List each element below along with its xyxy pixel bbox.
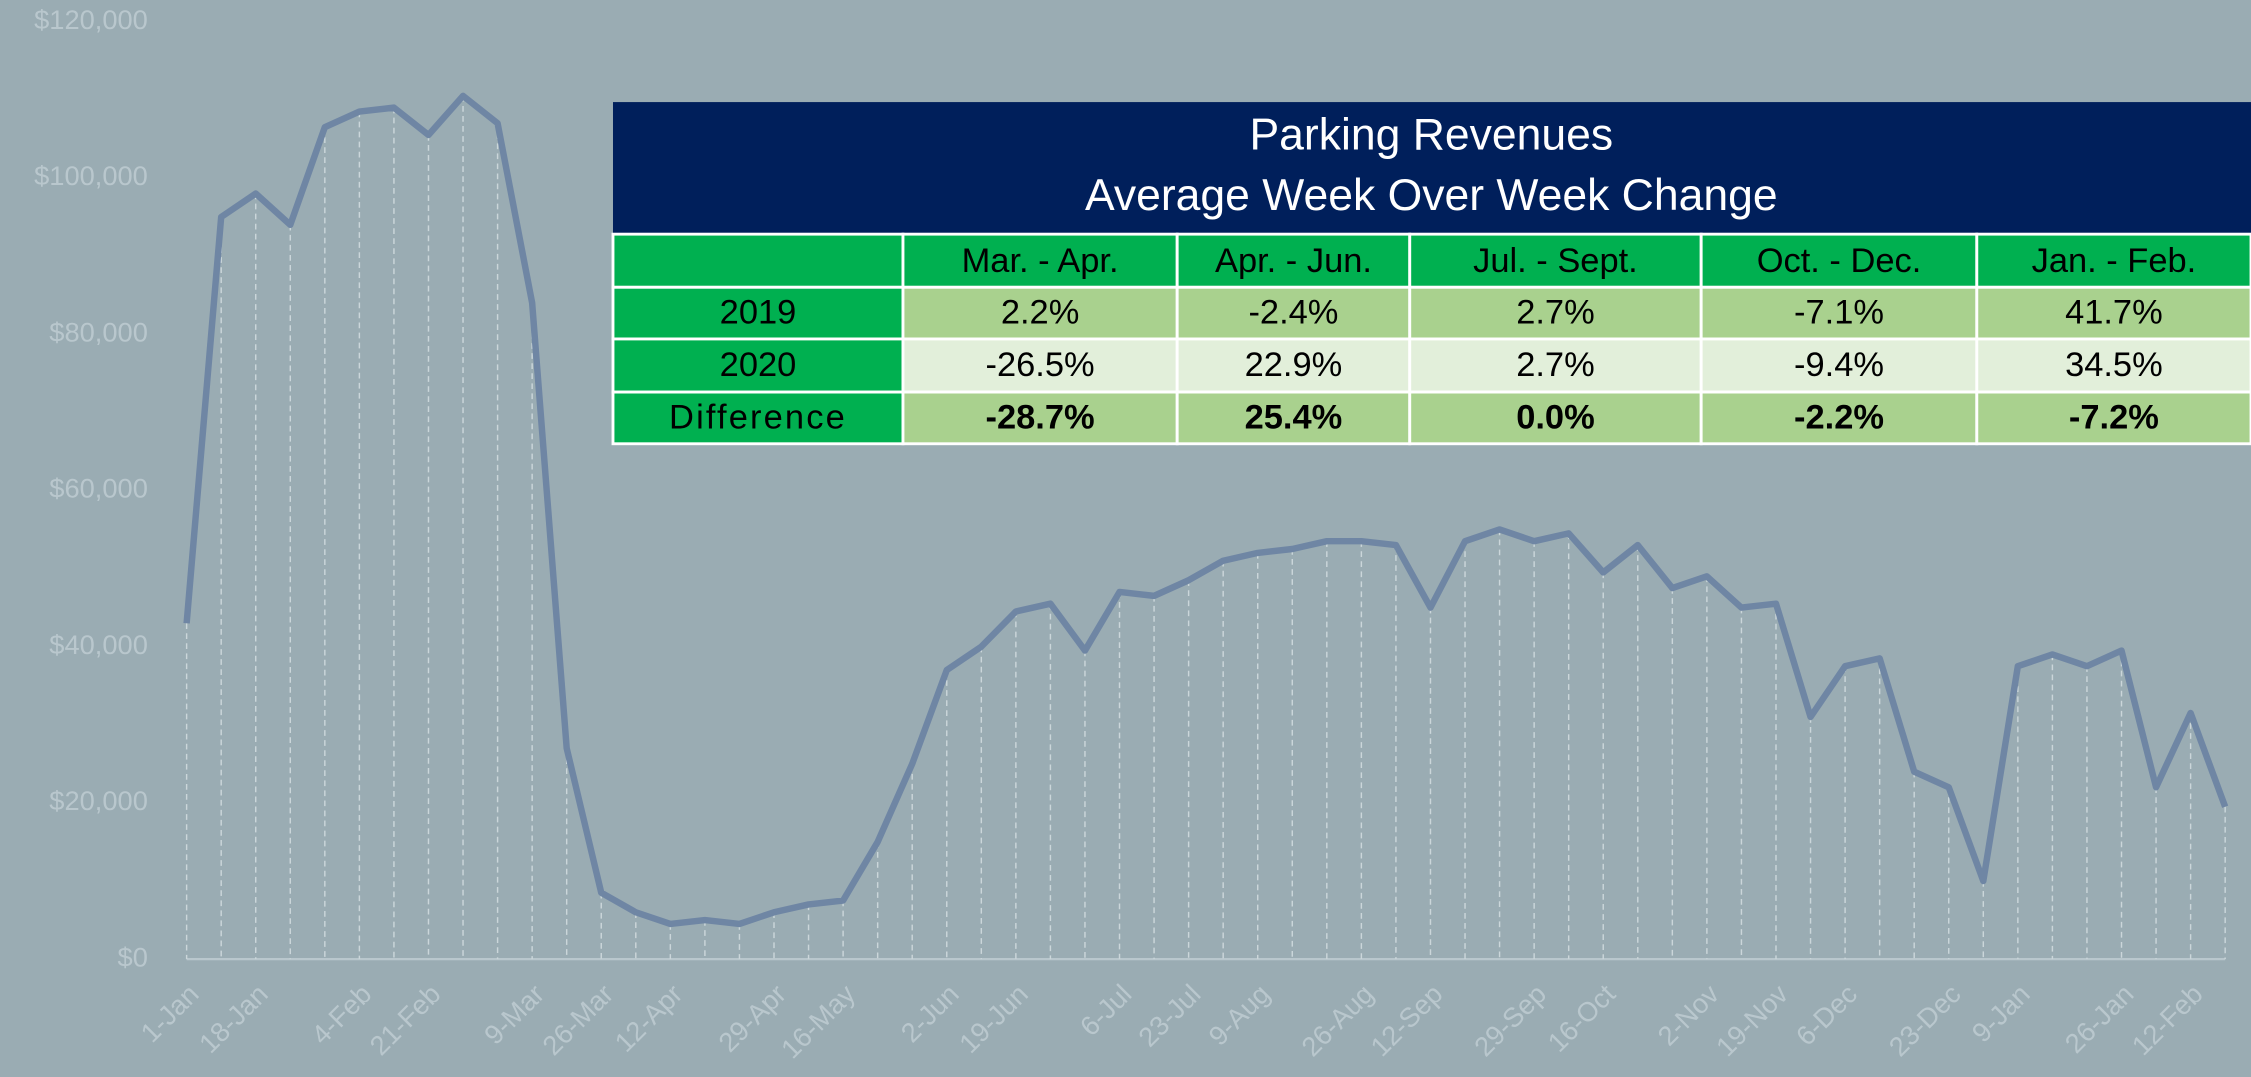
column-header: Jul. - Sept. (1473, 242, 1638, 280)
table-cell (1699, 337, 1979, 394)
table-cell (901, 232, 1179, 289)
row-header: 2019 (720, 294, 797, 332)
y-tick-label: $120,000 (34, 4, 148, 35)
table-title: Parking Revenues (1249, 111, 1613, 160)
x-tick-label: 23-Dec (1883, 978, 1967, 1062)
x-tick-label: 12-Apr (609, 978, 689, 1058)
table-value: 2.7% (1516, 294, 1595, 332)
y-tick-label: $60,000 (49, 473, 148, 504)
table-cell (1408, 390, 1703, 446)
y-tick-label: $100,000 (34, 160, 148, 191)
column-header: Apr. - Jun. (1215, 242, 1372, 280)
table-cell (1975, 337, 2251, 394)
table-cell (1408, 232, 1703, 289)
row-header: Difference (669, 398, 847, 436)
table-value: -2.2% (1794, 398, 1884, 436)
table-value: -26.5% (986, 346, 1095, 384)
x-tick-label: 26-Jan (2059, 978, 2140, 1059)
x-tick-label: 9-Aug (1202, 978, 1275, 1051)
table-cell (1175, 232, 1412, 289)
table-value: -28.7% (986, 398, 1095, 436)
table-value: 2.2% (1001, 294, 1079, 332)
x-tick-label: 9-Jan (1966, 978, 2036, 1048)
table-value: 22.9% (1245, 346, 1343, 384)
table-value: 25.4% (1245, 398, 1343, 436)
y-tick-label: $40,000 (49, 629, 148, 660)
table-value: -9.4% (1794, 346, 1884, 384)
table-value: 41.7% (2065, 294, 2163, 332)
table-cell (1408, 337, 1703, 394)
y-tick-label: $80,000 (49, 316, 148, 347)
table-value: 34.5% (2065, 346, 2163, 384)
x-tick-label: 26-Mar (536, 978, 619, 1061)
row-header: 2020 (720, 346, 797, 384)
table-cell (1975, 390, 2251, 446)
y-tick-label: $20,000 (49, 785, 148, 816)
x-tick-label: 19-Nov (1710, 978, 1794, 1062)
x-tick-label: 16-Oct (1541, 978, 1621, 1058)
table-value: 0.0% (1516, 398, 1595, 436)
x-tick-label: 12-Sep (1364, 978, 1448, 1062)
table-value: 2.7% (1516, 346, 1595, 384)
x-tick-label: 12-Feb (2126, 978, 2209, 1061)
x-tick-label: 21-Feb (363, 978, 446, 1061)
table-cell (611, 390, 905, 446)
x-tick-label: 6-Dec (1790, 978, 1863, 1051)
table-cell (1175, 285, 1412, 341)
x-tick-label: 19-Jun (953, 978, 1034, 1059)
table-cell (611, 232, 905, 289)
x-tick-label: 23-Jul (1132, 978, 1206, 1052)
summary-table: Parking Revenues Average Week Over Week C… (611, 102, 2251, 446)
column-header: Oct. - Dec. (1757, 242, 1922, 280)
table-value: -2.4% (1248, 294, 1338, 332)
line-series (183, 92, 2229, 928)
column-header: Jan. - Feb. (2032, 242, 2197, 280)
x-tick-label: 18-Jan (193, 978, 274, 1059)
column-header: Mar. - Apr. (962, 242, 1119, 280)
x-tick-label: 29-Sep (1468, 978, 1552, 1062)
table-title-bg (612, 102, 2251, 235)
table-cell (1975, 232, 2251, 289)
table-value: -7.2% (2069, 398, 2159, 436)
table-title: Average Week Over Week Change (1085, 171, 1778, 220)
x-tick-label: 6-Jul (1074, 978, 1138, 1042)
table-cell (1699, 285, 1979, 341)
x-tick-label: 26-Aug (1295, 978, 1379, 1062)
table-cell (901, 390, 1179, 446)
table-value: -7.1% (1794, 294, 1884, 332)
y-tick-label: $0 (118, 941, 148, 972)
table-cell (611, 337, 905, 394)
table-cell (1175, 337, 1412, 394)
x-tick-label: 16-May (775, 978, 861, 1064)
